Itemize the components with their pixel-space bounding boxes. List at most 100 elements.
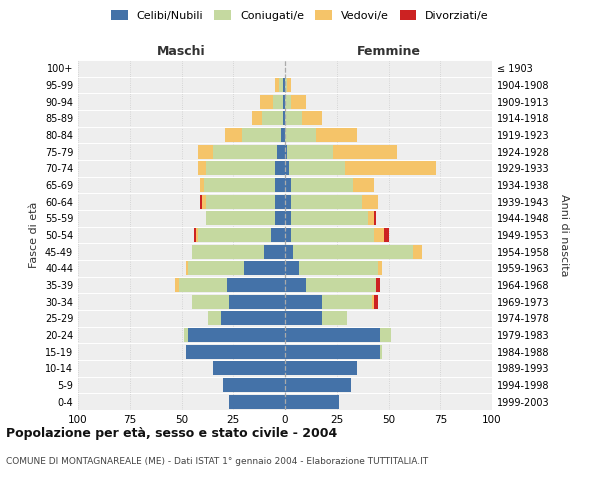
Bar xyxy=(229,394,285,409)
Bar xyxy=(380,344,382,359)
Bar xyxy=(285,294,322,308)
Bar xyxy=(285,178,291,192)
Bar xyxy=(272,94,283,109)
Bar xyxy=(242,128,281,142)
Bar xyxy=(206,194,275,209)
Bar xyxy=(372,294,374,308)
Bar xyxy=(322,311,347,326)
Bar xyxy=(221,311,285,326)
Bar xyxy=(285,261,299,276)
Bar xyxy=(196,228,198,242)
Legend: Celibi/Nubili, Coniugati/e, Vedovi/e, Divorziati/e: Celibi/Nubili, Coniugati/e, Vedovi/e, Di… xyxy=(107,6,493,25)
Bar xyxy=(285,244,293,259)
Bar xyxy=(192,244,265,259)
Bar xyxy=(206,211,275,226)
Bar xyxy=(291,178,353,192)
Bar xyxy=(194,228,196,242)
Bar xyxy=(306,278,376,292)
Bar xyxy=(287,144,332,159)
Bar xyxy=(229,294,285,308)
Bar xyxy=(198,228,271,242)
Bar xyxy=(285,378,351,392)
Bar xyxy=(188,261,244,276)
Bar xyxy=(188,328,285,342)
Text: Popolazione per età, sesso e stato civile - 2004: Popolazione per età, sesso e stato civil… xyxy=(6,428,337,440)
Bar xyxy=(204,178,275,192)
Bar xyxy=(244,261,285,276)
Bar xyxy=(275,211,285,226)
Bar xyxy=(345,162,436,175)
Bar xyxy=(200,194,202,209)
Bar xyxy=(223,378,285,392)
Bar xyxy=(185,261,188,276)
Bar xyxy=(362,194,378,209)
Bar xyxy=(285,78,287,92)
Text: COMUNE DI MONTAGNAREALE (ME) - Dati ISTAT 1° gennaio 2004 - Elaborazione TUTTITA: COMUNE DI MONTAGNAREALE (ME) - Dati ISTA… xyxy=(6,458,428,466)
Bar xyxy=(185,344,285,359)
Bar xyxy=(208,311,221,326)
Bar xyxy=(332,144,397,159)
Bar xyxy=(285,112,302,126)
Bar xyxy=(192,294,229,308)
Bar xyxy=(200,178,204,192)
Bar xyxy=(285,94,291,109)
Bar xyxy=(283,78,285,92)
Bar xyxy=(285,194,291,209)
Bar xyxy=(202,194,206,209)
Bar xyxy=(285,328,380,342)
Bar xyxy=(283,94,285,109)
Bar xyxy=(260,94,272,109)
Bar xyxy=(374,211,376,226)
Bar xyxy=(285,211,291,226)
Bar xyxy=(275,178,285,192)
Bar xyxy=(291,194,362,209)
Bar xyxy=(413,244,422,259)
Bar xyxy=(376,278,380,292)
Text: Maschi: Maschi xyxy=(157,46,206,59)
Bar xyxy=(277,144,285,159)
Bar xyxy=(275,162,285,175)
Bar xyxy=(289,162,345,175)
Bar xyxy=(262,112,283,126)
Bar xyxy=(285,278,306,292)
Bar xyxy=(285,162,289,175)
Bar xyxy=(374,228,385,242)
Bar xyxy=(227,278,285,292)
Bar xyxy=(353,178,374,192)
Bar xyxy=(302,112,322,126)
Bar xyxy=(322,294,372,308)
Bar xyxy=(212,144,277,159)
Bar xyxy=(285,144,287,159)
Bar xyxy=(368,211,374,226)
Bar xyxy=(316,128,358,142)
Bar xyxy=(374,294,378,308)
Bar xyxy=(285,394,339,409)
Text: Femmine: Femmine xyxy=(356,46,421,59)
Bar xyxy=(291,228,374,242)
Bar xyxy=(281,128,285,142)
Bar xyxy=(206,162,275,175)
Y-axis label: Anni di nascita: Anni di nascita xyxy=(559,194,569,276)
Bar xyxy=(380,328,391,342)
Bar xyxy=(179,278,227,292)
Bar xyxy=(285,228,291,242)
Bar xyxy=(291,211,368,226)
Bar xyxy=(291,94,306,109)
Bar xyxy=(293,244,413,259)
Bar xyxy=(285,344,380,359)
Bar xyxy=(287,78,291,92)
Bar xyxy=(378,261,382,276)
Bar xyxy=(285,361,358,376)
Bar xyxy=(275,78,279,92)
Bar xyxy=(285,311,322,326)
Bar xyxy=(385,228,389,242)
Bar xyxy=(279,78,283,92)
Bar xyxy=(184,328,188,342)
Bar xyxy=(225,128,242,142)
Bar xyxy=(271,228,285,242)
Y-axis label: Fasce di età: Fasce di età xyxy=(29,202,39,268)
Bar xyxy=(285,128,316,142)
Bar xyxy=(212,361,285,376)
Bar xyxy=(252,112,262,126)
Bar xyxy=(198,144,212,159)
